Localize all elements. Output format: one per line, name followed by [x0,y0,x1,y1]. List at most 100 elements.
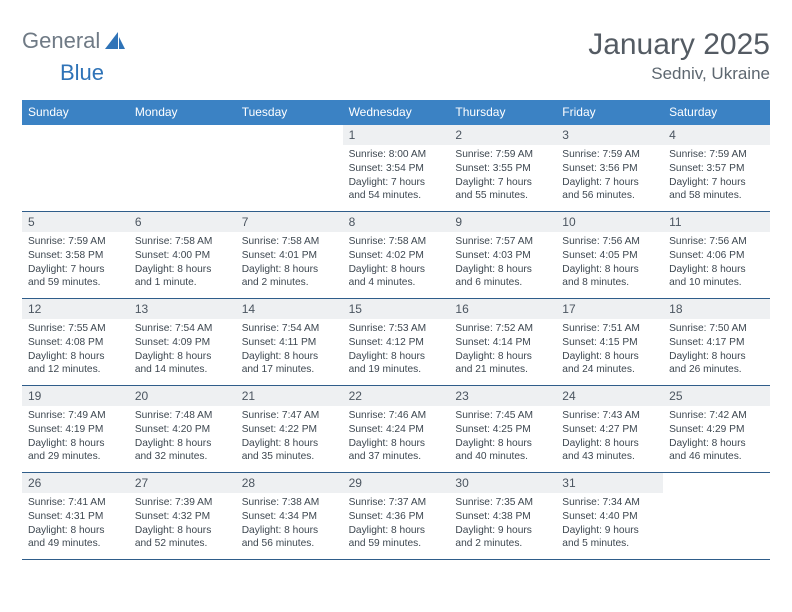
day-cell: 14Sunrise: 7:54 AMSunset: 4:11 PMDayligh… [236,299,343,385]
day-details: Sunrise: 7:41 AMSunset: 4:31 PMDaylight:… [22,493,129,557]
calendar-page: General January 2025 Sedniv, Ukraine Blu… [0,0,792,560]
calendar-weeks: 1Sunrise: 8:00 AMSunset: 3:54 PMDaylight… [22,125,770,560]
day-number: 2 [449,125,556,145]
day-details: Sunrise: 7:49 AMSunset: 4:19 PMDaylight:… [22,406,129,470]
day-number: 21 [236,386,343,406]
day-number: 10 [556,212,663,232]
logo-word-blue: Blue [60,60,104,85]
day-cell: 11Sunrise: 7:56 AMSunset: 4:06 PMDayligh… [663,212,770,298]
day-number: 8 [343,212,450,232]
day-number: 12 [22,299,129,319]
day-cell: 30Sunrise: 7:35 AMSunset: 4:38 PMDayligh… [449,473,556,559]
day-cell [129,125,236,211]
day-cell: 2Sunrise: 7:59 AMSunset: 3:55 PMDaylight… [449,125,556,211]
day-details: Sunrise: 7:58 AMSunset: 4:02 PMDaylight:… [343,232,450,296]
weekday-label: Monday [129,100,236,125]
day-number: 13 [129,299,236,319]
day-number: 14 [236,299,343,319]
day-cell: 17Sunrise: 7:51 AMSunset: 4:15 PMDayligh… [556,299,663,385]
day-number: 19 [22,386,129,406]
day-cell: 26Sunrise: 7:41 AMSunset: 4:31 PMDayligh… [22,473,129,559]
day-number: 30 [449,473,556,493]
day-number: 25 [663,386,770,406]
day-number: 24 [556,386,663,406]
day-cell [236,125,343,211]
weekday-label: Friday [556,100,663,125]
day-cell: 7Sunrise: 7:58 AMSunset: 4:01 PMDaylight… [236,212,343,298]
day-cell: 8Sunrise: 7:58 AMSunset: 4:02 PMDaylight… [343,212,450,298]
day-details: Sunrise: 7:54 AMSunset: 4:11 PMDaylight:… [236,319,343,383]
weekday-header-row: SundayMondayTuesdayWednesdayThursdayFrid… [22,100,770,125]
day-details: Sunrise: 7:37 AMSunset: 4:36 PMDaylight:… [343,493,450,557]
day-number: 7 [236,212,343,232]
day-cell: 27Sunrise: 7:39 AMSunset: 4:32 PMDayligh… [129,473,236,559]
day-number: 18 [663,299,770,319]
day-details: Sunrise: 7:53 AMSunset: 4:12 PMDaylight:… [343,319,450,383]
day-cell: 6Sunrise: 7:58 AMSunset: 4:00 PMDaylight… [129,212,236,298]
weekday-label: Sunday [22,100,129,125]
calendar-grid: SundayMondayTuesdayWednesdayThursdayFrid… [22,100,770,560]
day-details: Sunrise: 7:59 AMSunset: 3:56 PMDaylight:… [556,145,663,209]
day-number: 3 [556,125,663,145]
day-details: Sunrise: 7:35 AMSunset: 4:38 PMDaylight:… [449,493,556,557]
day-cell [22,125,129,211]
day-details: Sunrise: 7:57 AMSunset: 4:03 PMDaylight:… [449,232,556,296]
day-details: Sunrise: 7:43 AMSunset: 4:27 PMDaylight:… [556,406,663,470]
day-details: Sunrise: 7:59 AMSunset: 3:58 PMDaylight:… [22,232,129,296]
location-label: Sedniv, Ukraine [588,64,770,84]
day-details: Sunrise: 7:58 AMSunset: 4:00 PMDaylight:… [129,232,236,296]
day-number: 28 [236,473,343,493]
day-number: 31 [556,473,663,493]
sail-icon [104,31,126,51]
day-number: 9 [449,212,556,232]
day-cell: 19Sunrise: 7:49 AMSunset: 4:19 PMDayligh… [22,386,129,472]
day-details: Sunrise: 8:00 AMSunset: 3:54 PMDaylight:… [343,145,450,209]
day-details: Sunrise: 7:59 AMSunset: 3:57 PMDaylight:… [663,145,770,209]
day-number: 11 [663,212,770,232]
calendar-week: 26Sunrise: 7:41 AMSunset: 4:31 PMDayligh… [22,473,770,560]
day-cell: 15Sunrise: 7:53 AMSunset: 4:12 PMDayligh… [343,299,450,385]
day-cell [663,473,770,559]
day-details: Sunrise: 7:50 AMSunset: 4:17 PMDaylight:… [663,319,770,383]
day-number: 29 [343,473,450,493]
day-cell: 24Sunrise: 7:43 AMSunset: 4:27 PMDayligh… [556,386,663,472]
day-details: Sunrise: 7:52 AMSunset: 4:14 PMDaylight:… [449,319,556,383]
day-cell: 4Sunrise: 7:59 AMSunset: 3:57 PMDaylight… [663,125,770,211]
day-details: Sunrise: 7:56 AMSunset: 4:06 PMDaylight:… [663,232,770,296]
day-details: Sunrise: 7:56 AMSunset: 4:05 PMDaylight:… [556,232,663,296]
day-number: 1 [343,125,450,145]
weekday-label: Wednesday [343,100,450,125]
day-cell: 21Sunrise: 7:47 AMSunset: 4:22 PMDayligh… [236,386,343,472]
day-number: 27 [129,473,236,493]
day-cell: 1Sunrise: 8:00 AMSunset: 3:54 PMDaylight… [343,125,450,211]
day-details: Sunrise: 7:48 AMSunset: 4:20 PMDaylight:… [129,406,236,470]
day-number: 15 [343,299,450,319]
day-number: 4 [663,125,770,145]
brand-logo: General [22,28,128,54]
weekday-label: Tuesday [236,100,343,125]
day-details: Sunrise: 7:58 AMSunset: 4:01 PMDaylight:… [236,232,343,296]
day-details: Sunrise: 7:47 AMSunset: 4:22 PMDaylight:… [236,406,343,470]
logo-word-general: General [22,28,100,54]
day-number: 6 [129,212,236,232]
day-details: Sunrise: 7:51 AMSunset: 4:15 PMDaylight:… [556,319,663,383]
day-number: 23 [449,386,556,406]
day-number: 22 [343,386,450,406]
day-number: 26 [22,473,129,493]
day-cell: 28Sunrise: 7:38 AMSunset: 4:34 PMDayligh… [236,473,343,559]
calendar-week: 19Sunrise: 7:49 AMSunset: 4:19 PMDayligh… [22,386,770,473]
day-cell: 3Sunrise: 7:59 AMSunset: 3:56 PMDaylight… [556,125,663,211]
day-details: Sunrise: 7:55 AMSunset: 4:08 PMDaylight:… [22,319,129,383]
day-cell: 31Sunrise: 7:34 AMSunset: 4:40 PMDayligh… [556,473,663,559]
day-number: 20 [129,386,236,406]
day-details: Sunrise: 7:42 AMSunset: 4:29 PMDaylight:… [663,406,770,470]
day-cell: 20Sunrise: 7:48 AMSunset: 4:20 PMDayligh… [129,386,236,472]
weekday-label: Thursday [449,100,556,125]
day-cell: 12Sunrise: 7:55 AMSunset: 4:08 PMDayligh… [22,299,129,385]
day-details: Sunrise: 7:39 AMSunset: 4:32 PMDaylight:… [129,493,236,557]
day-details: Sunrise: 7:38 AMSunset: 4:34 PMDaylight:… [236,493,343,557]
day-cell: 10Sunrise: 7:56 AMSunset: 4:05 PMDayligh… [556,212,663,298]
weekday-label: Saturday [663,100,770,125]
day-details: Sunrise: 7:54 AMSunset: 4:09 PMDaylight:… [129,319,236,383]
calendar-week: 5Sunrise: 7:59 AMSunset: 3:58 PMDaylight… [22,212,770,299]
